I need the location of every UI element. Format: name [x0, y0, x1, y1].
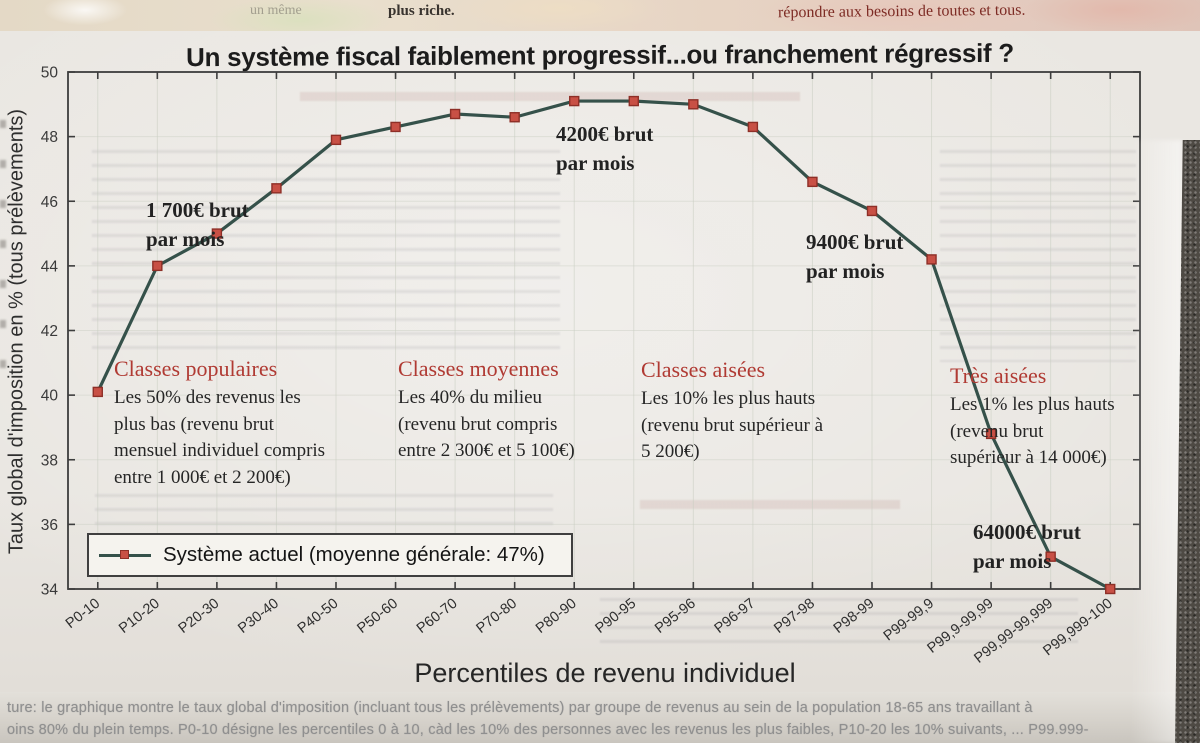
- note-tres-aisees: Très aisées Les 1% les plus hauts (reven…: [950, 363, 1115, 468]
- note-classes-moyennes: Classes moyennes Les 40% du milieu (reve…: [398, 356, 575, 461]
- annotation-1700-brut: 1 700€ brut par mois: [146, 198, 249, 251]
- left-edge-smudge: [0, 120, 6, 380]
- chart-legend: Système actuel (moyenne générale: 47%): [87, 533, 573, 577]
- banner-text-fragment: répondre aux besoins de toutes et tous.: [777, 1, 1026, 22]
- annotation-9400-brut: 9400€ brut par mois: [806, 230, 904, 283]
- legend-label: Système actuel (moyenne générale: 47%): [163, 543, 545, 566]
- banner-text-fragment: un même: [250, 3, 302, 18]
- y-axis-title: Taux global d'imposition en % (tous prél…: [5, 108, 28, 555]
- figure-caption: ture: le graphique montre le taux global…: [0, 692, 1200, 743]
- note-classes-aisees: Classes aisées Les 10% les plus hauts (r…: [641, 357, 824, 462]
- legend-line-marker-sample: [99, 550, 151, 559]
- chart-title: Un système fiscal faiblement progressif.…: [186, 37, 1014, 73]
- caption-line-1: ture: le graphique montre le taux global…: [7, 700, 1033, 716]
- caption-line-2: oins 80% du plein temps. P0-10 désigne l…: [7, 722, 1089, 738]
- magazine-photo-banner: un même plus riche. répondre aux besoins…: [0, 0, 1200, 31]
- annotation-4200-brut: 4200€ brut par mois: [556, 122, 654, 175]
- annotation-64000-brut: 64000€ brut par mois: [973, 520, 1081, 573]
- x-axis-title: Percentiles de revenu individuel: [414, 658, 796, 688]
- banner-text-fragment: plus riche.: [388, 3, 455, 19]
- note-classes-populaires: Classes populaires Les 50% des revenus l…: [114, 356, 326, 488]
